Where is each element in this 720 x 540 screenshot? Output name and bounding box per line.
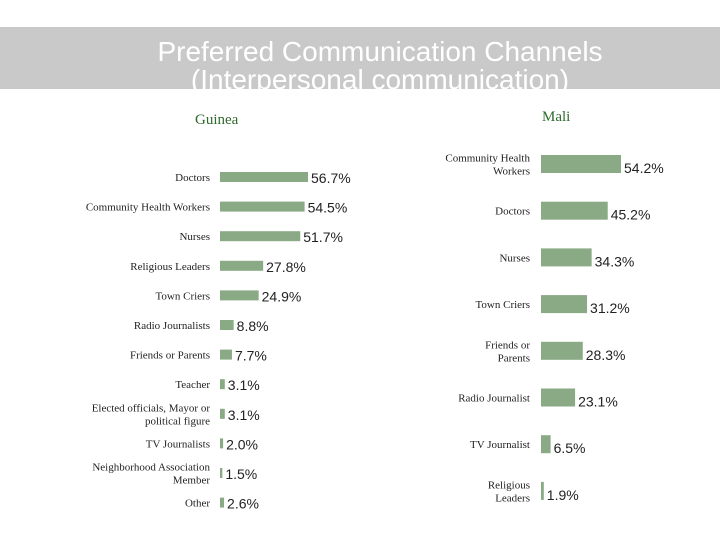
guinea-value-label-10: 1.5% <box>225 466 257 482</box>
guinea-bar-0 <box>220 172 308 182</box>
guinea-bar-10 <box>220 468 223 478</box>
guinea-bar-7 <box>220 379 225 390</box>
guinea-bar-3 <box>220 260 264 271</box>
mali-value-label-2: 34.3% <box>595 253 635 269</box>
guinea-category-label-6: Friends or Parents <box>130 350 210 362</box>
guinea-value-label-4: 24.9% <box>262 288 302 304</box>
guinea-bar-11 <box>220 497 225 508</box>
mali-value-label-7: 1.9% <box>547 487 579 503</box>
guinea-bar-4 <box>220 290 259 301</box>
guinea-panel-title: Guinea <box>195 112 239 128</box>
mali-value-label-1: 45.2% <box>611 207 651 223</box>
mali-bar-6 <box>541 435 551 454</box>
guinea-category-label-1: Community Health Workers <box>86 202 210 214</box>
guinea-category-label-11: Other <box>185 498 210 510</box>
mali-bar-7 <box>541 481 544 500</box>
mali-category-label-5: Radio Journalist <box>458 393 530 405</box>
guinea-category-label-0: Doctors <box>175 172 210 184</box>
mali-panel-title: Mali <box>542 109 571 125</box>
title-line-2: (Interpersonal communication) <box>190 64 570 90</box>
mali-value-label-0: 54.2% <box>624 160 664 176</box>
guinea-category-label-3: Religious Leaders <box>130 261 210 273</box>
mali-bar-4 <box>541 341 583 360</box>
guinea-value-label-3: 27.8% <box>266 259 306 275</box>
mali-category-label-0: Community Health Workers <box>445 153 530 178</box>
title-line-1: Preferred Communication Channels <box>157 36 603 67</box>
mali-value-label-6: 6.5% <box>554 440 586 456</box>
guinea-value-label-5: 8.8% <box>237 318 269 334</box>
guinea-category-label-10: Neighborhood Association Member <box>92 462 210 487</box>
mali-category-label-3: Town Criers <box>475 299 530 311</box>
guinea-value-label-1: 54.5% <box>308 200 348 216</box>
guinea-category-label-4: Town Criers <box>155 290 210 302</box>
guinea-bar-1 <box>220 201 305 212</box>
guinea-bar-9 <box>220 438 224 449</box>
guinea-value-label-11: 2.6% <box>227 496 259 512</box>
guinea-category-label-2: Nurses <box>179 231 210 243</box>
guinea-category-label-9: TV Journalists <box>146 438 210 450</box>
guinea-bar-6 <box>220 349 232 360</box>
guinea-bar-5 <box>220 320 234 330</box>
guinea-bar-8 <box>220 408 225 419</box>
mali-category-label-2: Nurses <box>499 252 530 264</box>
mali-value-label-5: 23.1% <box>578 394 618 410</box>
guinea-category-label-5: Radio Journalists <box>134 320 210 332</box>
guinea-value-label-7: 3.1% <box>228 377 260 393</box>
guinea-value-label-0: 56.7% <box>311 170 351 186</box>
guinea-value-label-6: 7.7% <box>235 348 267 364</box>
mali-value-label-3: 31.2% <box>590 300 630 316</box>
mali-value-label-4: 28.3% <box>586 347 626 363</box>
guinea-bar-2 <box>220 231 301 242</box>
mali-category-label-6: TV Journalist <box>470 439 530 451</box>
guinea-category-label-8: Elected officials, Mayor or political fig… <box>92 402 211 427</box>
guinea-value-label-2: 51.7% <box>303 229 343 245</box>
mali-bar-5 <box>541 388 576 407</box>
mali-category-label-1: Doctors <box>495 206 530 218</box>
mali-bar-1 <box>541 201 608 220</box>
title-banner: Preferred Communication Channels (Interp… <box>0 27 720 89</box>
mali-category-label-7: Religious Leaders <box>488 479 530 504</box>
guinea-value-label-9: 2.0% <box>226 436 258 452</box>
guinea-category-label-7: Teacher <box>175 379 210 391</box>
mali-bar-2 <box>541 248 592 267</box>
mali-bar-0 <box>541 155 621 173</box>
mali-bar-3 <box>541 295 588 314</box>
mali-category-label-4: Friends or Parents <box>485 339 530 364</box>
guinea-value-label-8: 3.1% <box>228 407 260 423</box>
